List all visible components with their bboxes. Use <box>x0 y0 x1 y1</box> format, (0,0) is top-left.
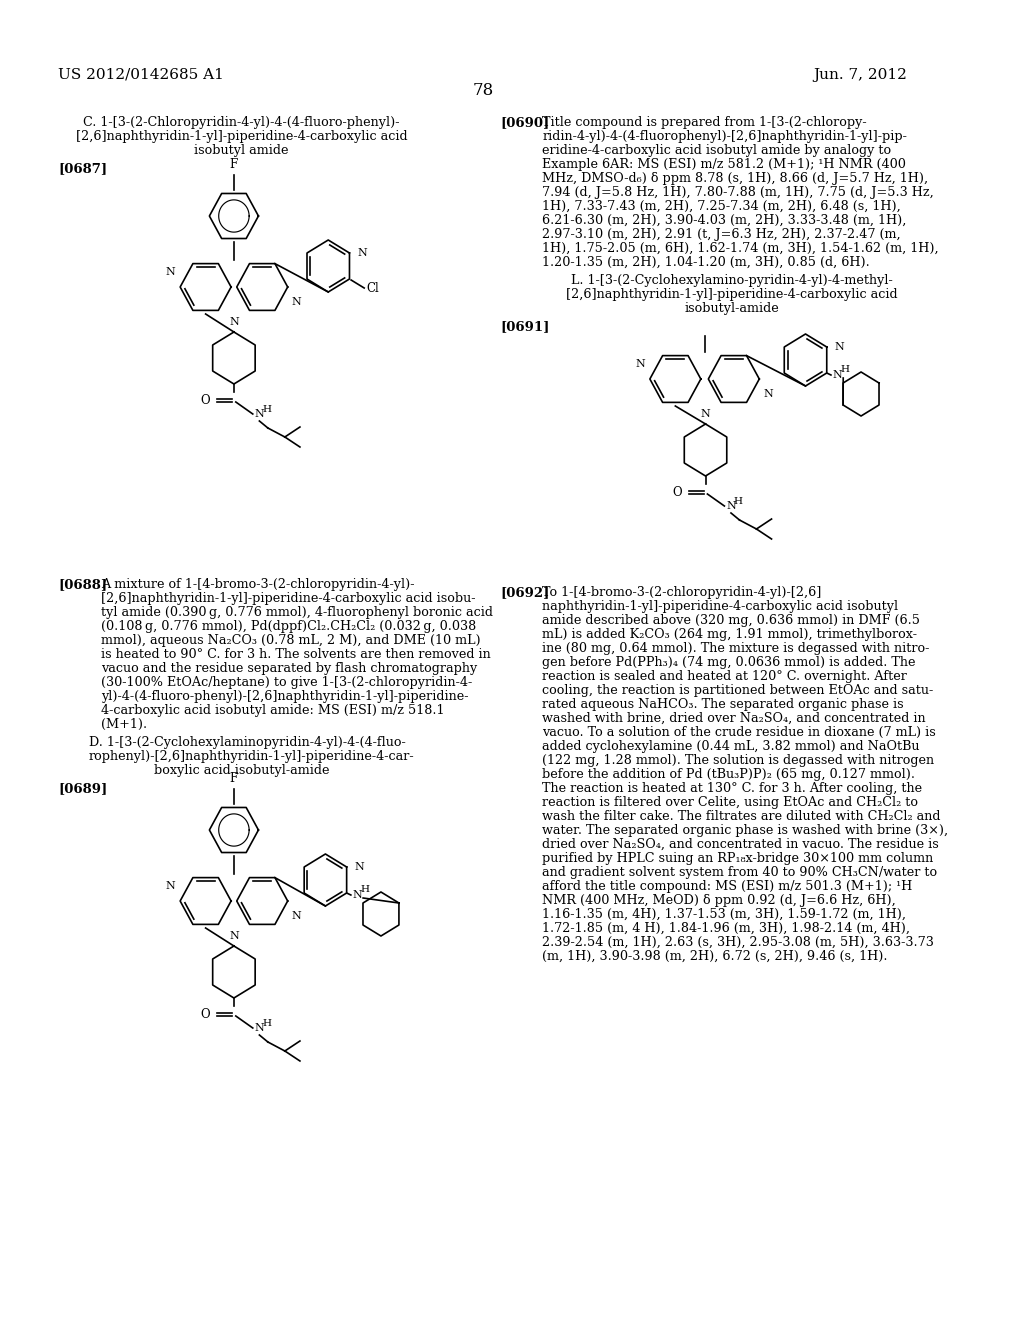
Text: mL) is added K₂CO₃ (264 mg, 1.91 mmol), trimethylborox-: mL) is added K₂CO₃ (264 mg, 1.91 mmol), … <box>543 628 918 642</box>
Text: is heated to 90° C. for 3 h. The solvents are then removed in: is heated to 90° C. for 3 h. The solvent… <box>101 648 490 661</box>
Text: N: N <box>835 342 845 352</box>
Text: 1.72-1.85 (m, 4 H), 1.84-1.96 (m, 3H), 1.98-2.14 (m, 4H),: 1.72-1.85 (m, 4 H), 1.84-1.96 (m, 3H), 1… <box>543 921 910 935</box>
Text: vacuo. To a solution of the crude residue in dioxane (7 mL) is: vacuo. To a solution of the crude residu… <box>543 726 936 739</box>
Text: [2,6]naphthyridin-1-yl]-piperidine-4-carboxylic acid: [2,6]naphthyridin-1-yl]-piperidine-4-car… <box>566 288 898 301</box>
Text: 6.21-6.30 (m, 2H), 3.90-4.03 (m, 2H), 3.33-3.48 (m, 1H),: 6.21-6.30 (m, 2H), 3.90-4.03 (m, 2H), 3.… <box>543 214 906 227</box>
Text: [0688]: [0688] <box>58 578 108 591</box>
Text: N: N <box>292 297 301 306</box>
Text: reaction is sealed and heated at 120° C. overnight. After: reaction is sealed and heated at 120° C.… <box>543 671 907 682</box>
Text: N: N <box>352 890 362 900</box>
Text: O: O <box>201 1007 210 1020</box>
Text: N: N <box>255 409 264 418</box>
Text: [2,6]naphthyridin-1-yl]-piperidine-4-carboxylic acid isobu-: [2,6]naphthyridin-1-yl]-piperidine-4-car… <box>101 591 475 605</box>
Text: N: N <box>354 862 365 873</box>
Text: mmol), aqueous Na₂CO₃ (0.78 mL, 2 M), and DME (10 mL): mmol), aqueous Na₂CO₃ (0.78 mL, 2 M), an… <box>101 634 480 647</box>
Text: cooling, the reaction is partitioned between EtOAc and satu-: cooling, the reaction is partitioned bet… <box>543 684 934 697</box>
Text: [0691]: [0691] <box>500 319 549 333</box>
Text: gen before Pd(PPh₃)₄ (74 mg, 0.0636 mmol) is added. The: gen before Pd(PPh₃)₄ (74 mg, 0.0636 mmol… <box>543 656 915 669</box>
Text: purified by HPLC suing an RP₁₈x-bridge 30×100 mm column: purified by HPLC suing an RP₁₈x-bridge 3… <box>543 851 934 865</box>
Text: isobutyl-amide: isobutyl-amide <box>685 302 779 315</box>
Text: 1.20-1.35 (m, 2H), 1.04-1.20 (m, 3H), 0.85 (d, 6H).: 1.20-1.35 (m, 2H), 1.04-1.20 (m, 3H), 0.… <box>543 256 870 269</box>
Text: [2,6]naphthyridin-1-yl]-piperidine-4-carboxylic acid: [2,6]naphthyridin-1-yl]-piperidine-4-car… <box>76 129 408 143</box>
Text: ridin-4-yl)-4-(4-fluorophenyl)-[2,6]naphthyridin-1-yl]-pip-: ridin-4-yl)-4-(4-fluorophenyl)-[2,6]naph… <box>543 129 907 143</box>
Text: amide described above (320 mg, 0.636 mmol) in DMF (6.5: amide described above (320 mg, 0.636 mmo… <box>543 614 921 627</box>
Text: H: H <box>262 1019 271 1027</box>
Text: [0689]: [0689] <box>58 781 108 795</box>
Text: rophenyl)-[2,6]naphthyridin-1-yl]-piperidine-4-car-: rophenyl)-[2,6]naphthyridin-1-yl]-piperi… <box>89 750 415 763</box>
Text: H: H <box>360 886 370 895</box>
Text: L. 1-[3-(2-Cyclohexylamino-pyridin-4-yl)-4-methyl-: L. 1-[3-(2-Cyclohexylamino-pyridin-4-yl)… <box>571 275 893 286</box>
Text: dried over Na₂SO₄, and concentrated in vacuo. The residue is: dried over Na₂SO₄, and concentrated in v… <box>543 838 939 851</box>
Text: 2.97-3.10 (m, 2H), 2.91 (t, J=6.3 Hz, 2H), 2.37-2.47 (m,: 2.97-3.10 (m, 2H), 2.91 (t, J=6.3 Hz, 2H… <box>543 228 901 242</box>
Text: isobutyl amide: isobutyl amide <box>195 144 289 157</box>
Text: 1H), 1.75-2.05 (m, 6H), 1.62-1.74 (m, 3H), 1.54-1.62 (m, 1H),: 1H), 1.75-2.05 (m, 6H), 1.62-1.74 (m, 3H… <box>543 242 939 255</box>
Text: Title compound is prepared from 1-[3-(2-chloropy-: Title compound is prepared from 1-[3-(2-… <box>543 116 867 129</box>
Text: (30-100% EtOAc/heptane) to give 1-[3-(2-chloropyridin-4-: (30-100% EtOAc/heptane) to give 1-[3-(2-… <box>101 676 472 689</box>
Text: (m, 1H), 3.90-3.98 (m, 2H), 6.72 (s, 2H), 9.46 (s, 1H).: (m, 1H), 3.90-3.98 (m, 2H), 6.72 (s, 2H)… <box>543 950 888 964</box>
Text: N: N <box>726 502 736 511</box>
Text: N: N <box>166 267 175 277</box>
Text: NMR (400 MHz, MeOD) δ ppm 0.92 (d, J=6.6 Hz, 6H),: NMR (400 MHz, MeOD) δ ppm 0.92 (d, J=6.6… <box>543 894 896 907</box>
Text: Jun. 7, 2012: Jun. 7, 2012 <box>813 69 907 82</box>
Text: N: N <box>229 317 239 327</box>
Text: MHz, DMSO-d₆) δ ppm 8.78 (s, 1H), 8.66 (d, J=5.7 Hz, 1H),: MHz, DMSO-d₆) δ ppm 8.78 (s, 1H), 8.66 (… <box>543 172 929 185</box>
Text: and gradient solvent system from 40 to 90% CH₃CN/water to: and gradient solvent system from 40 to 9… <box>543 866 938 879</box>
Text: N: N <box>255 1023 264 1034</box>
Text: US 2012/0142685 A1: US 2012/0142685 A1 <box>58 69 224 82</box>
Text: added cyclohexylamine (0.44 mL, 3.82 mmol) and NaOtBu: added cyclohexylamine (0.44 mL, 3.82 mmo… <box>543 741 920 752</box>
Text: 7.94 (d, J=5.8 Hz, 1H), 7.80-7.88 (m, 1H), 7.75 (d, J=5.3 Hz,: 7.94 (d, J=5.8 Hz, 1H), 7.80-7.88 (m, 1H… <box>543 186 934 199</box>
Text: Cl: Cl <box>366 281 379 294</box>
Text: water. The separated organic phase is washed with brine (3×),: water. The separated organic phase is wa… <box>543 824 948 837</box>
Text: [0692]: [0692] <box>500 586 549 599</box>
Text: before the addition of Pd (tBu₃P)P)₂ (65 mg, 0.127 mmol).: before the addition of Pd (tBu₃P)P)₂ (65… <box>543 768 915 781</box>
Text: tyl amide (0.390 g, 0.776 mmol), 4-fluorophenyl boronic acid: tyl amide (0.390 g, 0.776 mmol), 4-fluor… <box>101 606 493 619</box>
Text: H: H <box>841 366 849 375</box>
Text: (M+1).: (M+1). <box>101 718 147 731</box>
Text: 1.16-1.35 (m, 4H), 1.37-1.53 (m, 3H), 1.59-1.72 (m, 1H),: 1.16-1.35 (m, 4H), 1.37-1.53 (m, 3H), 1.… <box>543 908 906 921</box>
Text: N: N <box>636 359 645 370</box>
Text: (0.108 g, 0.776 mmol), Pd(dppf)Cl₂.CH₂Cl₂ (0.032 g, 0.038: (0.108 g, 0.776 mmol), Pd(dppf)Cl₂.CH₂Cl… <box>101 620 476 634</box>
Text: ine (80 mg, 0.64 mmol). The mixture is degassed with nitro-: ine (80 mg, 0.64 mmol). The mixture is d… <box>543 642 930 655</box>
Text: naphthyridin-1-yl]-piperidine-4-carboxylic acid isobutyl: naphthyridin-1-yl]-piperidine-4-carboxyl… <box>543 601 898 612</box>
Text: N: N <box>700 409 711 418</box>
Text: vacuo and the residue separated by flash chromatography: vacuo and the residue separated by flash… <box>101 663 477 675</box>
Text: wash the filter cake. The filtrates are diluted with CH₂Cl₂ and: wash the filter cake. The filtrates are … <box>543 810 941 822</box>
Text: F: F <box>229 158 238 172</box>
Text: reaction is filtered over Celite, using EtOAc and CH₂Cl₂ to: reaction is filtered over Celite, using … <box>543 796 919 809</box>
Text: N: N <box>166 882 175 891</box>
Text: eridine-4-carboxylic acid isobutyl amide by analogy to: eridine-4-carboxylic acid isobutyl amide… <box>543 144 892 157</box>
Text: rated aqueous NaHCO₃. The separated organic phase is: rated aqueous NaHCO₃. The separated orga… <box>543 698 904 711</box>
Text: F: F <box>229 772 238 785</box>
Text: 78: 78 <box>472 82 494 99</box>
Text: H: H <box>262 404 271 413</box>
Text: N: N <box>833 370 843 380</box>
Text: washed with brine, dried over Na₂SO₄, and concentrated in: washed with brine, dried over Na₂SO₄, an… <box>543 711 926 725</box>
Text: To 1-[4-bromo-3-(2-chloropyridin-4-yl)-[2,6]: To 1-[4-bromo-3-(2-chloropyridin-4-yl)-[… <box>543 586 821 599</box>
Text: A mixture of 1-[4-bromo-3-(2-chloropyridin-4-yl)-: A mixture of 1-[4-bromo-3-(2-chloropyrid… <box>101 578 415 591</box>
Text: N: N <box>763 389 773 399</box>
Text: [0687]: [0687] <box>58 162 108 176</box>
Text: O: O <box>673 486 682 499</box>
Text: afford the title compound: MS (ESI) m/z 501.3 (M+1); ¹H: afford the title compound: MS (ESI) m/z … <box>543 880 912 894</box>
Text: N: N <box>357 248 368 257</box>
Text: (122 mg, 1.28 mmol). The solution is degassed with nitrogen: (122 mg, 1.28 mmol). The solution is deg… <box>543 754 935 767</box>
Text: yl)-4-(4-fluoro-phenyl)-[2,6]naphthyridin-1-yl]-piperidine-: yl)-4-(4-fluoro-phenyl)-[2,6]naphthyridi… <box>101 690 468 704</box>
Text: The reaction is heated at 130° C. for 3 h. After cooling, the: The reaction is heated at 130° C. for 3 … <box>543 781 923 795</box>
Text: H: H <box>734 496 742 506</box>
Text: 2.39-2.54 (m, 1H), 2.63 (s, 3H), 2.95-3.08 (m, 5H), 3.63-3.73: 2.39-2.54 (m, 1H), 2.63 (s, 3H), 2.95-3.… <box>543 936 934 949</box>
Text: O: O <box>201 393 210 407</box>
Text: [0690]: [0690] <box>500 116 549 129</box>
Text: 4-carboxylic acid isobutyl amide: MS (ESI) m/z 518.1: 4-carboxylic acid isobutyl amide: MS (ES… <box>101 704 444 717</box>
Text: N: N <box>292 911 301 921</box>
Text: boxylic acid isobutyl-amide: boxylic acid isobutyl-amide <box>154 764 329 777</box>
Text: C. 1-[3-(2-Chloropyridin-4-yl)-4-(4-fluoro-phenyl)-: C. 1-[3-(2-Chloropyridin-4-yl)-4-(4-fluo… <box>83 116 399 129</box>
Text: N: N <box>229 931 239 941</box>
Text: 1H), 7.33-7.43 (m, 2H), 7.25-7.34 (m, 2H), 6.48 (s, 1H),: 1H), 7.33-7.43 (m, 2H), 7.25-7.34 (m, 2H… <box>543 201 901 213</box>
Text: Example 6AR: MS (ESI) m/z 581.2 (M+1); ¹H NMR (400: Example 6AR: MS (ESI) m/z 581.2 (M+1); ¹… <box>543 158 906 172</box>
Text: D. 1-[3-(2-Cyclohexylaminopyridin-4-yl)-4-(4-fluo-: D. 1-[3-(2-Cyclohexylaminopyridin-4-yl)-… <box>89 737 406 748</box>
